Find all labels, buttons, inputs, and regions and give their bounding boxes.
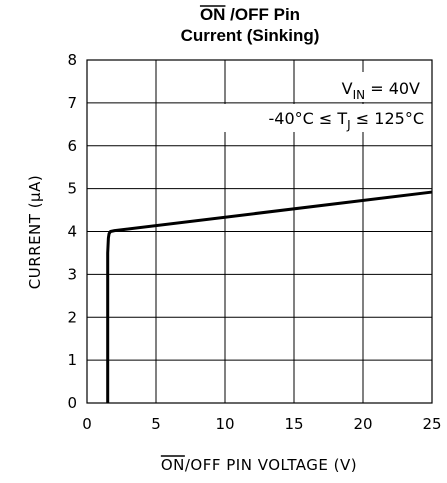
title-overlined-text: ON bbox=[200, 5, 226, 24]
annotation-tj-left: -40°C ≤ T bbox=[269, 109, 348, 128]
y-axis-label: CURRENT (μA) bbox=[26, 175, 44, 289]
x-tick-label-2: 10 bbox=[215, 415, 234, 433]
x-axis-ticks: 0 5 10 15 20 25 bbox=[82, 415, 441, 433]
y-tick-label-8: 8 bbox=[67, 51, 77, 69]
annotation-tj: -40°C ≤ TJ ≤ 125°C bbox=[269, 109, 425, 132]
y-axis-ticks: 0 1 2 3 4 5 6 7 8 bbox=[67, 51, 77, 412]
annotation-vin: VIN = 40V bbox=[342, 79, 420, 102]
annotation-vin-sub: IN bbox=[353, 88, 366, 102]
y-tick-label-2: 2 bbox=[67, 308, 77, 326]
chart-title-line1: ON /OFF Pin bbox=[200, 5, 300, 24]
y-tick-label-7: 7 bbox=[67, 94, 77, 112]
y-tick-label-1: 1 bbox=[67, 351, 77, 369]
title-line1-text: /OFF Pin bbox=[225, 5, 300, 24]
annotation-vin-bg bbox=[300, 72, 431, 102]
x-axis-label: ON/OFF PIN VOLTAGE (V) bbox=[160, 455, 357, 474]
annotation-tj-sub: J bbox=[346, 118, 351, 132]
x-axis-label-rest: /OFF PIN VOLTAGE (V) bbox=[185, 456, 357, 474]
plot-frame bbox=[86, 59, 433, 404]
y-tick-label-0: 0 bbox=[67, 394, 77, 412]
annotation-vin-rest: = 40V bbox=[365, 79, 420, 98]
annotation-tj-bg bbox=[200, 104, 431, 132]
x-tick-label-5: 25 bbox=[422, 415, 441, 433]
y-tick-label-3: 3 bbox=[67, 265, 77, 283]
annotation-vin-main: V bbox=[342, 79, 353, 98]
x-axis-label-text: ON/OFF PIN VOLTAGE (V) bbox=[161, 456, 357, 474]
chart-annotations: VIN = 40V -40°C ≤ TJ ≤ 125°C bbox=[269, 79, 425, 132]
annotation-background bbox=[200, 72, 431, 132]
y-tick-label-6: 6 bbox=[67, 137, 77, 155]
x-axis-label-overlined: ON bbox=[161, 456, 185, 474]
x-tick-label-4: 20 bbox=[353, 415, 372, 433]
chart-title: ON /OFF Pin Current (Sinking) bbox=[181, 5, 320, 45]
annotation-tj-right: ≤ 125°C bbox=[351, 109, 424, 128]
series-line bbox=[106, 190, 433, 403]
x-tick-label-1: 5 bbox=[151, 415, 161, 433]
y-tick-label-5: 5 bbox=[67, 180, 77, 198]
x-tick-label-0: 0 bbox=[82, 415, 92, 433]
x-tick-label-3: 15 bbox=[284, 415, 303, 433]
y-tick-label-4: 4 bbox=[67, 223, 77, 241]
chart-title-line2: Current (Sinking) bbox=[181, 26, 320, 45]
